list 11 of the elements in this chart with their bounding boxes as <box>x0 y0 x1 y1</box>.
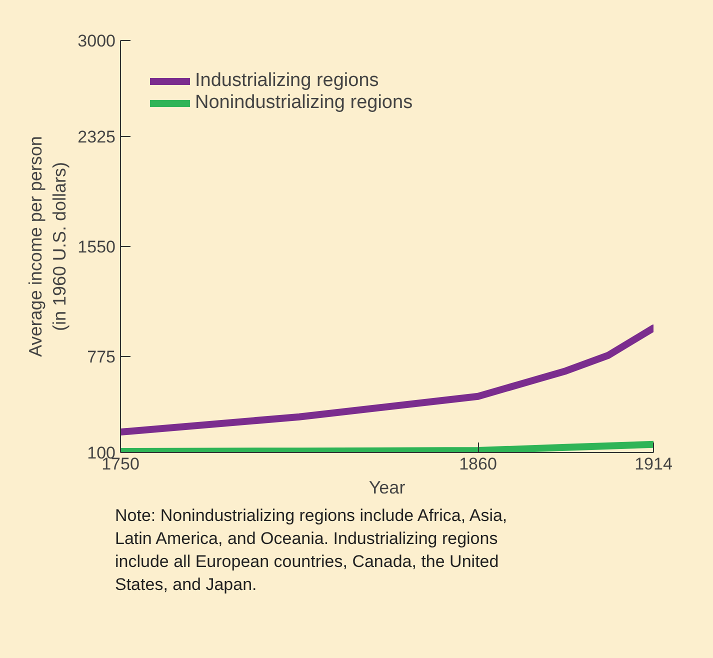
y-tick-label: 2325 <box>78 127 116 146</box>
y-tick-label: 3000 <box>78 32 116 50</box>
legend-label: Industrializing regions <box>195 70 379 92</box>
x-tick-label: 1914 <box>634 454 672 474</box>
y-tick-label: 775 <box>87 348 116 367</box>
y-axis-title: Average income per person (in 1960 U.S. dollars) <box>26 136 70 357</box>
text: Note: Nonindustrializing regions include Africa, Asia, Latin America, and Oceania. Industrializing regions include all European countries, Canada, the United States, and Japan. <box>115 505 508 596</box>
legend-label: Nonindustrializing regions <box>195 92 413 114</box>
y-tick-label: 1550 <box>78 238 116 256</box>
x-axis-title: Year <box>368 478 406 498</box>
x-tick-label: 1860 <box>459 454 497 474</box>
